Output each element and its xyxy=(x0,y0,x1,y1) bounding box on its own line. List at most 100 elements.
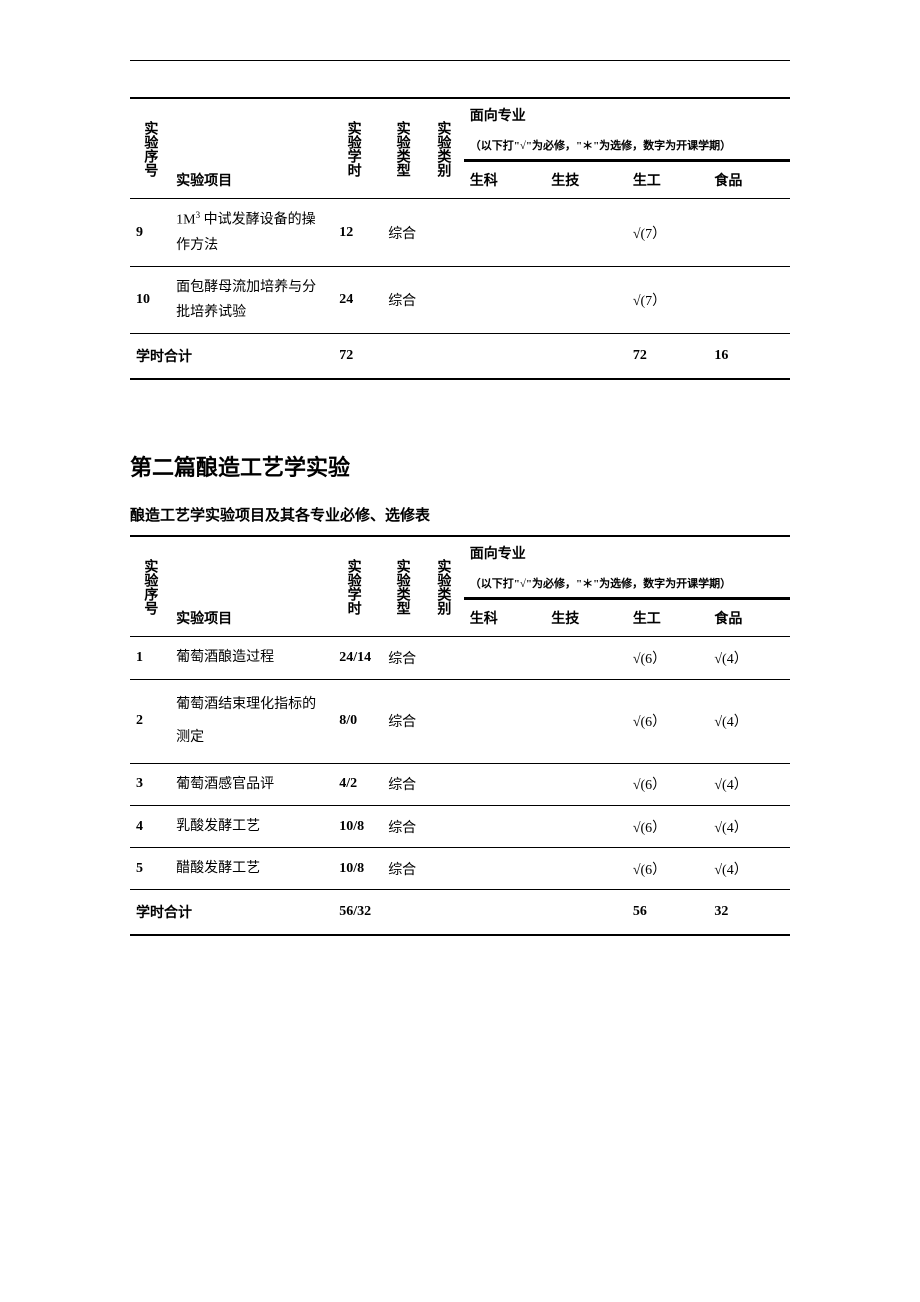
table-row: 1 葡萄酒酿造过程 24/14 综合 √(6） √(4） xyxy=(130,637,790,679)
header-major-shengke: 生科 xyxy=(464,161,546,199)
header-hours: 实验学时 xyxy=(339,549,366,625)
total-hours: 56/32 xyxy=(333,890,382,936)
header-type: 实验类型 xyxy=(388,549,415,625)
cell-shengke xyxy=(464,199,546,267)
cell-hours: 24 xyxy=(333,267,382,334)
header-major-shengke: 生科 xyxy=(464,599,546,637)
cell-hours: 10/8 xyxy=(333,805,382,847)
cell-shenggong: √(6） xyxy=(627,679,709,763)
cell-shengji xyxy=(545,267,627,334)
cell-shengji xyxy=(545,848,627,890)
cell-shipin: √(4） xyxy=(708,679,790,763)
cell-project: 乳酸发酵工艺 xyxy=(170,805,333,847)
cell-shengke xyxy=(464,848,546,890)
header-major-shengji: 生技 xyxy=(545,161,627,199)
cell-shengji xyxy=(545,679,627,763)
cell-project: 醋酸发酵工艺 xyxy=(170,848,333,890)
table-row: 10 面包酵母流加培养与分批培养试验 24 综合 √(7） xyxy=(130,267,790,334)
cell-shengji xyxy=(545,637,627,679)
header-project: 实验项目 xyxy=(170,98,333,199)
cell-type: 综合 xyxy=(382,637,423,679)
cell-seq: 3 xyxy=(130,763,170,805)
cell-seq: 10 xyxy=(130,267,170,334)
cell-shenggong: √(7） xyxy=(627,267,709,334)
cell-shengke xyxy=(464,763,546,805)
cell-hours: 10/8 xyxy=(333,848,382,890)
experiment-table-2: 实验序号 实验项目 实验学时 实验类型 实验类别 面向专业 （以下打"√"为必修… xyxy=(130,535,790,936)
total-shenggong: 56 xyxy=(627,890,709,936)
header-seq: 实验序号 xyxy=(136,549,163,625)
cell-project: 葡萄酒感官品评 xyxy=(170,763,333,805)
cell-hours: 24/14 xyxy=(333,637,382,679)
cell-shipin: √(4） xyxy=(708,805,790,847)
header-major-group: 面向专业 xyxy=(464,537,790,569)
cell-category xyxy=(423,267,464,334)
total-shipin: 32 xyxy=(708,890,790,936)
table-row: 3 葡萄酒感官品评 4/2 综合 √(6） √(4） xyxy=(130,763,790,805)
header-major-note: （以下打"√"为必修，"＊"为选修，数字为开课学期） xyxy=(464,569,790,598)
cell-seq: 1 xyxy=(130,637,170,679)
total-row: 学时合计 56/32 56 32 xyxy=(130,890,790,936)
cell-shengke xyxy=(464,267,546,334)
header-major-shipin: 食品 xyxy=(708,161,790,199)
cell-category xyxy=(423,637,464,679)
cell-seq: 2 xyxy=(130,679,170,763)
cell-shipin xyxy=(708,267,790,334)
cell-seq: 9 xyxy=(130,199,170,267)
header-type: 实验类型 xyxy=(388,111,415,187)
section-2-subtitle: 酿造工艺学实验项目及其各专业必修、选修表 xyxy=(130,504,790,525)
table-row: 5 醋酸发酵工艺 10/8 综合 √(6） √(4） xyxy=(130,848,790,890)
total-row: 学时合计 72 72 16 xyxy=(130,334,790,380)
cell-category xyxy=(423,679,464,763)
table-row: 2 葡萄酒结束理化指标的测定 8/0 综合 √(6） √(4） xyxy=(130,679,790,763)
cell-shipin xyxy=(708,199,790,267)
cell-type: 综合 xyxy=(382,199,423,267)
total-label: 学时合计 xyxy=(130,890,333,936)
cell-seq: 4 xyxy=(130,805,170,847)
cell-type: 综合 xyxy=(382,848,423,890)
total-shipin: 16 xyxy=(708,334,790,380)
cell-shipin: √(4） xyxy=(708,637,790,679)
cell-project: 葡萄酒结束理化指标的测定 xyxy=(170,679,333,763)
page-top-divider xyxy=(130,60,790,61)
header-seq: 实验序号 xyxy=(136,111,163,187)
header-major-shenggong: 生工 xyxy=(627,599,709,637)
total-shenggong: 72 xyxy=(627,334,709,380)
cell-shengke xyxy=(464,805,546,847)
cell-seq: 5 xyxy=(130,848,170,890)
cell-category xyxy=(423,199,464,267)
cell-type: 综合 xyxy=(382,267,423,334)
cell-shipin: √(4） xyxy=(708,763,790,805)
cell-hours: 12 xyxy=(333,199,382,267)
table-row: 4 乳酸发酵工艺 10/8 综合 √(6） √(4） xyxy=(130,805,790,847)
section-2-title: 第二篇酿造工艺学实验 xyxy=(130,450,790,482)
total-hours: 72 xyxy=(333,334,382,380)
cell-shenggong: √(6） xyxy=(627,637,709,679)
experiment-table-1: 实验序号 实验项目 实验学时 实验类型 实验类别 面向专业 （以下打"√"为必修… xyxy=(130,97,790,380)
cell-category xyxy=(423,763,464,805)
header-major-shipin: 食品 xyxy=(708,599,790,637)
cell-project: 面包酵母流加培养与分批培养试验 xyxy=(170,267,333,334)
cell-shenggong: √(6） xyxy=(627,805,709,847)
cell-category xyxy=(423,805,464,847)
header-major-shenggong: 生工 xyxy=(627,161,709,199)
cell-shengji xyxy=(545,763,627,805)
cell-shenggong: √(7） xyxy=(627,199,709,267)
cell-shenggong: √(6） xyxy=(627,763,709,805)
cell-shengke xyxy=(464,637,546,679)
table-row: 9 1M3 中试发酵设备的操作方法 12 综合 √(7） xyxy=(130,199,790,267)
header-major-group: 面向专业 xyxy=(464,99,790,131)
header-major-note: （以下打"√"为必修，"＊"为选修，数字为开课学期） xyxy=(464,131,790,160)
cell-shengji xyxy=(545,805,627,847)
cell-type: 综合 xyxy=(382,763,423,805)
header-category: 实验类别 xyxy=(429,549,456,625)
cell-shipin: √(4） xyxy=(708,848,790,890)
cell-hours: 4/2 xyxy=(333,763,382,805)
header-category: 实验类别 xyxy=(429,111,456,187)
header-hours: 实验学时 xyxy=(339,111,366,187)
cell-type: 综合 xyxy=(382,679,423,763)
cell-hours: 8/0 xyxy=(333,679,382,763)
cell-shengke xyxy=(464,679,546,763)
cell-shengji xyxy=(545,199,627,267)
cell-shenggong: √(6） xyxy=(627,848,709,890)
